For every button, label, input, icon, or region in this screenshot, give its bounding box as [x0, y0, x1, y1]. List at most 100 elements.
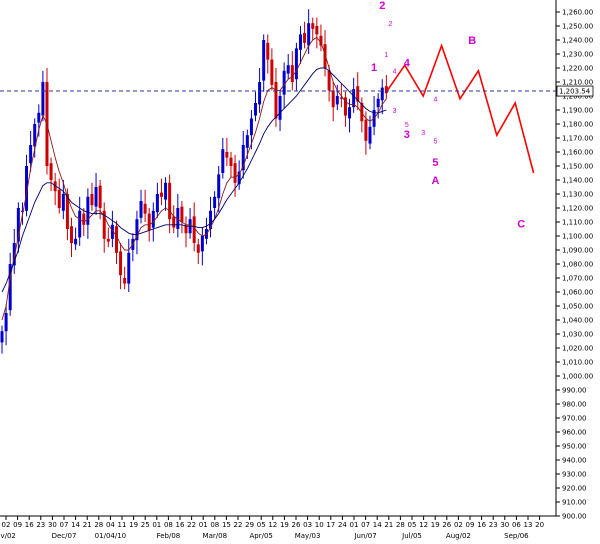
x-tick-label: 10	[315, 521, 324, 529]
candle	[110, 210, 114, 248]
x-tick-label: 09	[13, 521, 22, 529]
y-axis: 900.00 910.00 920.00 930.00 940.00 950.00 960.…	[556, 9, 593, 521]
candle	[4, 304, 8, 346]
y-tick-label: 1,170.00	[562, 135, 593, 143]
candle	[8, 252, 12, 316]
candle	[12, 229, 16, 274]
y-tick-label: 1,050.00	[562, 303, 593, 311]
candle	[237, 160, 241, 190]
candle	[180, 201, 184, 234]
y-tick-label: 990.00	[562, 387, 587, 395]
candle	[61, 180, 65, 220]
x-tick-label: 24	[338, 521, 347, 529]
candle	[123, 266, 127, 290]
candle	[119, 243, 123, 290]
x-tick-label: 26	[442, 521, 451, 529]
x-month-label: 01/04/10	[95, 532, 126, 540]
x-tick-label: 25	[141, 521, 150, 529]
wave-label: 5	[433, 139, 437, 146]
candle	[25, 154, 29, 217]
wave-label: C	[517, 219, 525, 231]
wave-label: 4	[433, 97, 437, 104]
candle	[155, 182, 159, 218]
x-month-label: Aug/02	[446, 532, 471, 540]
candle	[90, 182, 94, 211]
candles	[0, 9, 388, 354]
y-tick-label: 1,140.00	[562, 177, 593, 185]
candle	[106, 227, 110, 248]
candle	[229, 152, 233, 178]
x-tick-label: 13	[524, 521, 533, 529]
candle	[41, 70, 45, 122]
candle	[221, 138, 225, 179]
candle	[380, 79, 384, 115]
y-tick-label: 1,070.00	[562, 275, 593, 283]
candle	[74, 227, 78, 250]
y-tick-label: 1,150.00	[562, 163, 593, 171]
current-price: 1,203.54	[0, 85, 594, 97]
x-tick-label: 22	[187, 521, 196, 529]
x-month-label: Feb/08	[157, 532, 181, 540]
candle	[319, 24, 323, 52]
candle	[209, 196, 213, 238]
ma-short-line	[1, 36, 387, 321]
candle	[315, 17, 319, 49]
y-tick-label: 1,250.00	[562, 23, 593, 31]
y-tick-label: 940.00	[562, 457, 587, 465]
y-tick-label: 980.00	[562, 401, 587, 409]
wave-label: 4	[393, 69, 397, 76]
candle	[94, 173, 98, 215]
x-tick-label: 12	[268, 521, 277, 529]
wave-label: 3	[393, 108, 397, 115]
x-tick-label: 01	[152, 521, 161, 529]
candle	[102, 202, 106, 253]
candle	[213, 191, 217, 220]
y-tick-label: 950.00	[562, 443, 587, 451]
candle	[184, 216, 188, 248]
y-tick-label: 1,040.00	[562, 317, 593, 325]
candle	[298, 26, 302, 64]
candle	[159, 178, 163, 206]
x-tick-label: 16	[477, 521, 486, 529]
x-tick-label: 19	[129, 521, 138, 529]
y-tick-label: 1,020.00	[562, 345, 593, 353]
x-tick-label: 17	[326, 521, 335, 529]
x-tick-label: 22	[234, 521, 243, 529]
candle	[217, 166, 221, 213]
wave-label: 3	[404, 129, 410, 141]
x-tick-label: 30	[500, 521, 509, 529]
wave-label: 1	[371, 62, 377, 74]
x-tick-label: 16	[176, 521, 185, 529]
candle	[172, 205, 176, 234]
candle	[16, 202, 20, 253]
x-tick-label: 06	[512, 521, 521, 529]
x-tick-label: 15	[222, 521, 231, 529]
y-tick-label: 1,120.00	[562, 205, 593, 213]
y-tick-label: 1,090.00	[562, 247, 593, 255]
x-tick-label: 23	[489, 521, 498, 529]
candle	[139, 189, 143, 224]
candle	[241, 131, 245, 179]
candle	[57, 178, 61, 214]
candle	[303, 21, 307, 49]
candle	[0, 325, 4, 354]
candle	[29, 131, 33, 172]
x-tick-label: 12	[419, 521, 428, 529]
candle	[286, 54, 290, 80]
candle	[343, 91, 347, 127]
wave-label: 3	[421, 130, 425, 137]
y-tick-label: 900.00	[562, 513, 587, 521]
candle	[168, 174, 172, 234]
x-month-label: Dec/07	[52, 532, 77, 540]
y-tick-label: 1,160.00	[562, 149, 593, 157]
x-tick-label: 02	[454, 521, 463, 529]
x-month-label: May/03	[295, 532, 321, 540]
candle	[86, 188, 90, 239]
y-tick-label: 1,010.00	[562, 359, 593, 367]
candle	[114, 220, 118, 264]
wave-label: 5	[405, 122, 409, 129]
y-tick-label: 1,190.00	[562, 107, 593, 115]
y-tick-label: 920.00	[562, 485, 587, 493]
candle	[225, 138, 229, 166]
